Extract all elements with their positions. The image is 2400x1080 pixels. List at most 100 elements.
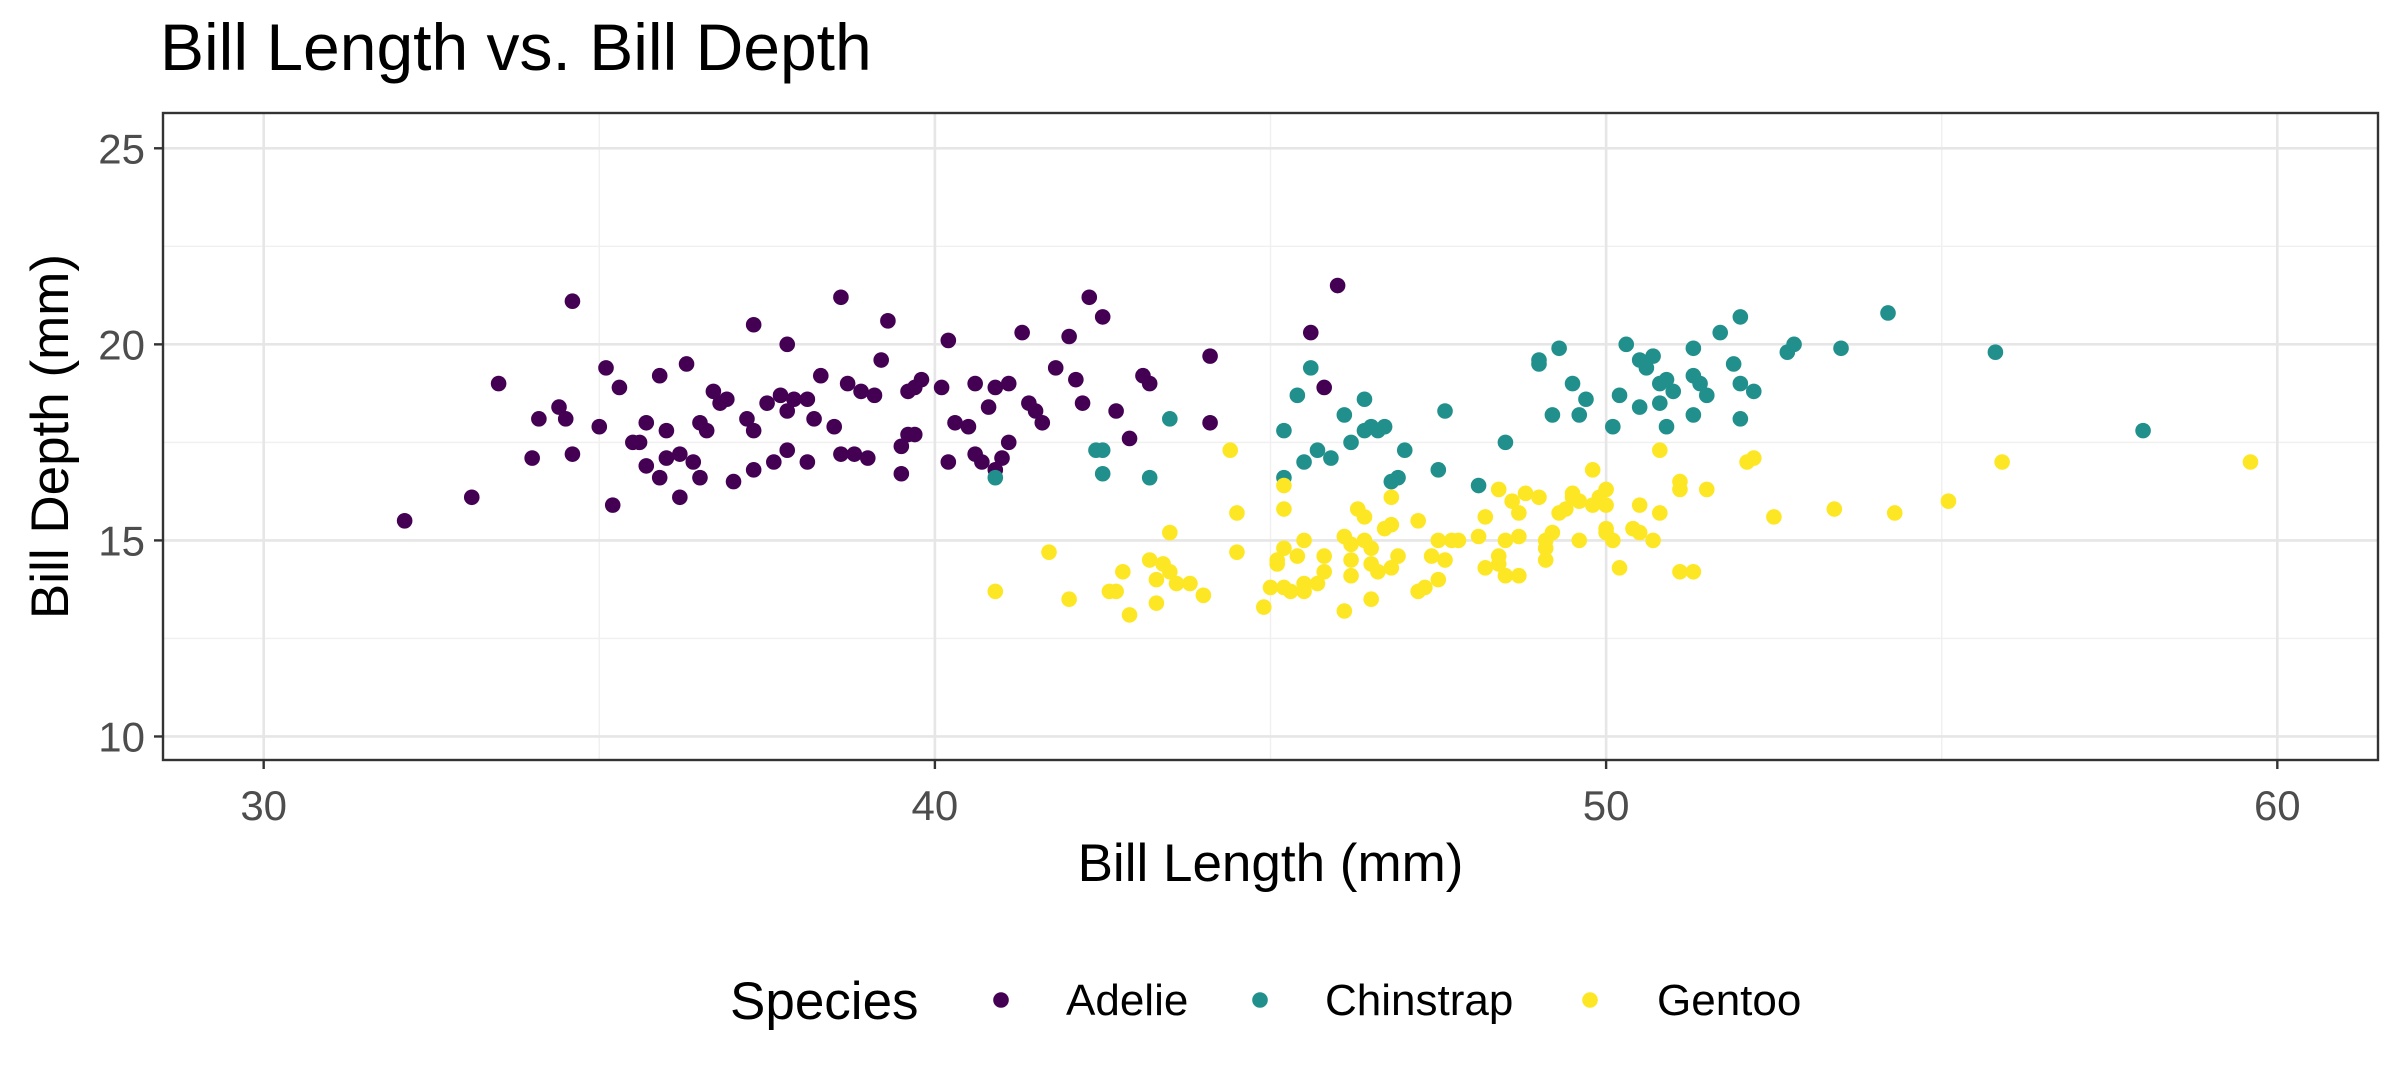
data-point (933, 379, 950, 396)
data-point (1276, 422, 1292, 439)
data-point (1658, 418, 1675, 435)
data-point (1558, 501, 1574, 517)
y-tick-label: 25 (98, 125, 145, 172)
data-point (1430, 532, 1447, 549)
data-point (1477, 560, 1494, 576)
data-point (1511, 505, 1527, 521)
data-point (685, 454, 702, 470)
data-point (994, 450, 1010, 466)
data-point (799, 454, 816, 470)
data-point (1115, 563, 1131, 580)
data-point (672, 446, 688, 462)
data-point (1202, 348, 1218, 364)
data-point (799, 391, 816, 408)
data-point (1356, 509, 1373, 525)
data-point (1618, 336, 1635, 353)
data-point (1222, 442, 1239, 459)
data-point (1383, 560, 1400, 576)
legend-label-adelie: Adelie (1066, 976, 1188, 1025)
data-point (1061, 328, 1077, 345)
data-point (1497, 532, 1514, 549)
data-point (1880, 305, 1896, 321)
data-point (651, 367, 668, 384)
data-point (1000, 434, 1017, 451)
data-point (1316, 379, 1332, 396)
data-point (1356, 391, 1373, 408)
x-tick-label: 40 (912, 782, 959, 829)
data-point (1162, 411, 1178, 427)
chart-title: Bill Length vs. Bill Depth (160, 10, 872, 84)
data-point (745, 422, 762, 439)
data-point (1685, 563, 1702, 580)
data-point (826, 418, 843, 435)
data-point (1551, 340, 1567, 357)
data-point (1410, 513, 1426, 529)
data-point (846, 446, 863, 462)
legend-label-chinstrap: Chinstrap (1325, 976, 1513, 1025)
data-point (1027, 403, 1044, 419)
data-point (859, 450, 876, 466)
data-point (866, 387, 883, 404)
legend-title: Species (730, 972, 919, 1031)
data-point (1437, 403, 1453, 419)
data-point (638, 458, 655, 474)
data-point (893, 438, 910, 455)
data-point (1631, 399, 1648, 415)
data-point (1269, 552, 1286, 568)
data-point (1598, 481, 1614, 498)
data-point (1497, 567, 1514, 584)
grid (163, 113, 2378, 760)
x-axis-title: Bill Length (mm) (1078, 834, 1464, 893)
data-point (564, 446, 581, 462)
data-point (1692, 375, 1708, 392)
data-point (1296, 575, 1312, 592)
data-point (1343, 434, 1359, 451)
data-point (1390, 469, 1406, 486)
data-point (1437, 552, 1453, 568)
data-point (1940, 493, 1957, 510)
legend-key-chinstrap (1252, 992, 1268, 1008)
data-point (853, 383, 869, 400)
data-point (1000, 375, 1017, 392)
data-point (1162, 563, 1178, 580)
data-point (987, 379, 1004, 396)
data-point (1276, 477, 1292, 494)
series-gentoo (987, 442, 2259, 623)
data-point (1094, 465, 1111, 482)
data-point (658, 422, 675, 439)
data-point (1343, 552, 1359, 568)
data-point (2135, 422, 2151, 439)
data-point (1511, 528, 1527, 545)
data-point (812, 367, 829, 384)
data-point (1289, 387, 1306, 404)
data-point (1732, 309, 1749, 325)
data-point (967, 375, 983, 392)
data-point (1182, 575, 1198, 592)
data-point (1833, 340, 1849, 357)
data-point (1336, 407, 1353, 423)
data-point (786, 391, 802, 408)
data-point (1376, 418, 1393, 435)
data-point (1638, 360, 1655, 376)
data-point (1202, 414, 1218, 431)
data-point (1531, 352, 1547, 368)
data-point (1121, 607, 1138, 623)
data-point (1229, 544, 1245, 560)
data-point (1578, 391, 1594, 408)
data-point (987, 583, 1004, 600)
data-point (1108, 403, 1124, 419)
data-point (1504, 493, 1520, 510)
data-point (772, 387, 789, 404)
data-point (1383, 489, 1400, 506)
legend-key-adelie (993, 992, 1009, 1008)
data-point (1276, 540, 1292, 557)
data-point (1571, 407, 1588, 423)
data-point (873, 352, 889, 368)
data-point (1745, 450, 1762, 466)
data-point (598, 360, 614, 376)
data-point (745, 316, 762, 333)
data-point (1309, 442, 1326, 459)
data-point (913, 371, 930, 388)
data-point (1108, 583, 1124, 600)
data-point (1766, 509, 1782, 525)
